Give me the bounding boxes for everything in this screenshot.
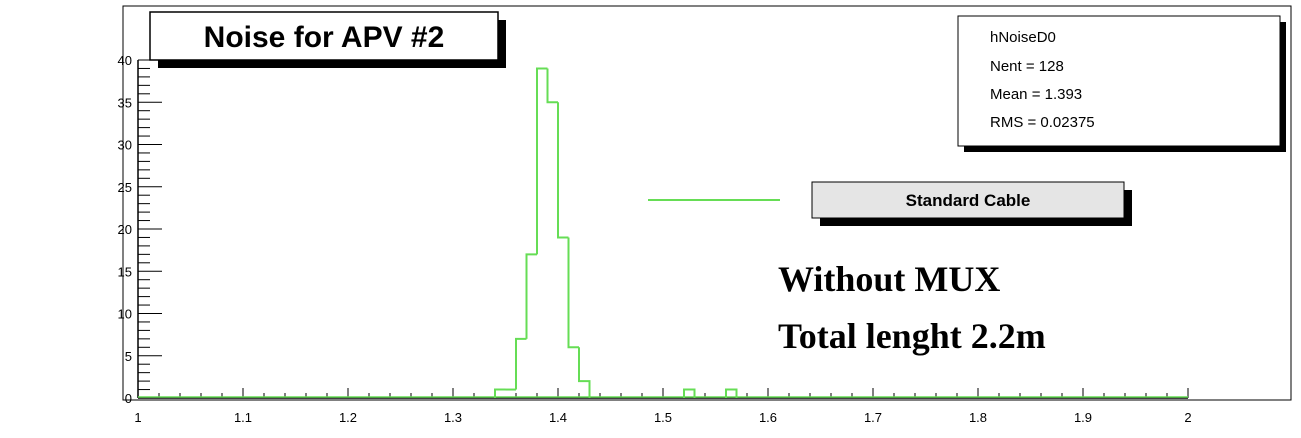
histogram-bin xyxy=(578,347,591,398)
y-tick-label: 30 xyxy=(118,138,132,153)
histogram-bin xyxy=(494,388,506,398)
stats-nent: Nent = 128 xyxy=(990,58,1064,75)
x-tick-label: 1.2 xyxy=(339,410,357,425)
stats-box: hNoiseD0 Nent = 128 Mean = 1.393 RMS = 0… xyxy=(957,15,1286,152)
y-tick-label: 25 xyxy=(118,180,132,195)
stats-box-face xyxy=(957,15,1281,147)
y-ticks: 0 5 10 15 20 25 30 35 40 xyxy=(118,53,162,406)
x-tick-label: 1 xyxy=(134,410,141,425)
x-tick-label: 2 xyxy=(1184,410,1191,425)
histogram-bin xyxy=(525,253,537,339)
x-tick-label: 1.1 xyxy=(234,410,252,425)
stats-name: hNoiseD0 xyxy=(990,29,1056,46)
stats-rms: RMS = 0.02375 xyxy=(990,114,1095,131)
chart-title: Noise for APV #2 xyxy=(204,21,445,54)
x-tick-label: 1.4 xyxy=(549,410,567,425)
y-tick-label: 35 xyxy=(118,95,132,110)
legend-box-face xyxy=(811,181,1125,219)
legend: Standard Cable xyxy=(648,181,1132,226)
y-tick-label: 5 xyxy=(125,349,132,364)
x-tick-label: 1.6 xyxy=(759,410,777,425)
histogram-bin xyxy=(567,237,579,349)
title-box-face xyxy=(149,11,499,61)
title-box: Noise for APV #2 xyxy=(149,11,506,68)
histogram-series xyxy=(138,67,1188,398)
stats-mean: Mean = 1.393 xyxy=(990,86,1082,103)
x-tick-label: 1.7 xyxy=(864,410,882,425)
y-tick-label: 10 xyxy=(118,307,132,322)
histogram-bin xyxy=(546,68,558,104)
annotation-without-mux: Without MUX xyxy=(778,259,1000,299)
y-tick-label: 20 xyxy=(118,222,132,237)
y-tick-label: 0 xyxy=(125,391,132,406)
histogram-bin xyxy=(536,67,548,255)
histogram-bin xyxy=(725,388,738,398)
x-tick-label: 1.5 xyxy=(654,410,672,425)
legend-label: Standard Cable xyxy=(906,191,1031,210)
x-tick-label: 1.8 xyxy=(969,410,987,425)
annotation-total-length: Total lenght 2.2m xyxy=(778,316,1046,356)
histogram-bin xyxy=(557,102,569,239)
x-tick-label: 1.3 xyxy=(444,410,462,425)
y-tick-label: 40 xyxy=(118,53,132,68)
x-tick-label: 1.9 xyxy=(1074,410,1092,425)
histogram-bin xyxy=(515,337,527,390)
y-tick-label: 15 xyxy=(118,264,132,279)
histogram-bin xyxy=(683,388,696,398)
